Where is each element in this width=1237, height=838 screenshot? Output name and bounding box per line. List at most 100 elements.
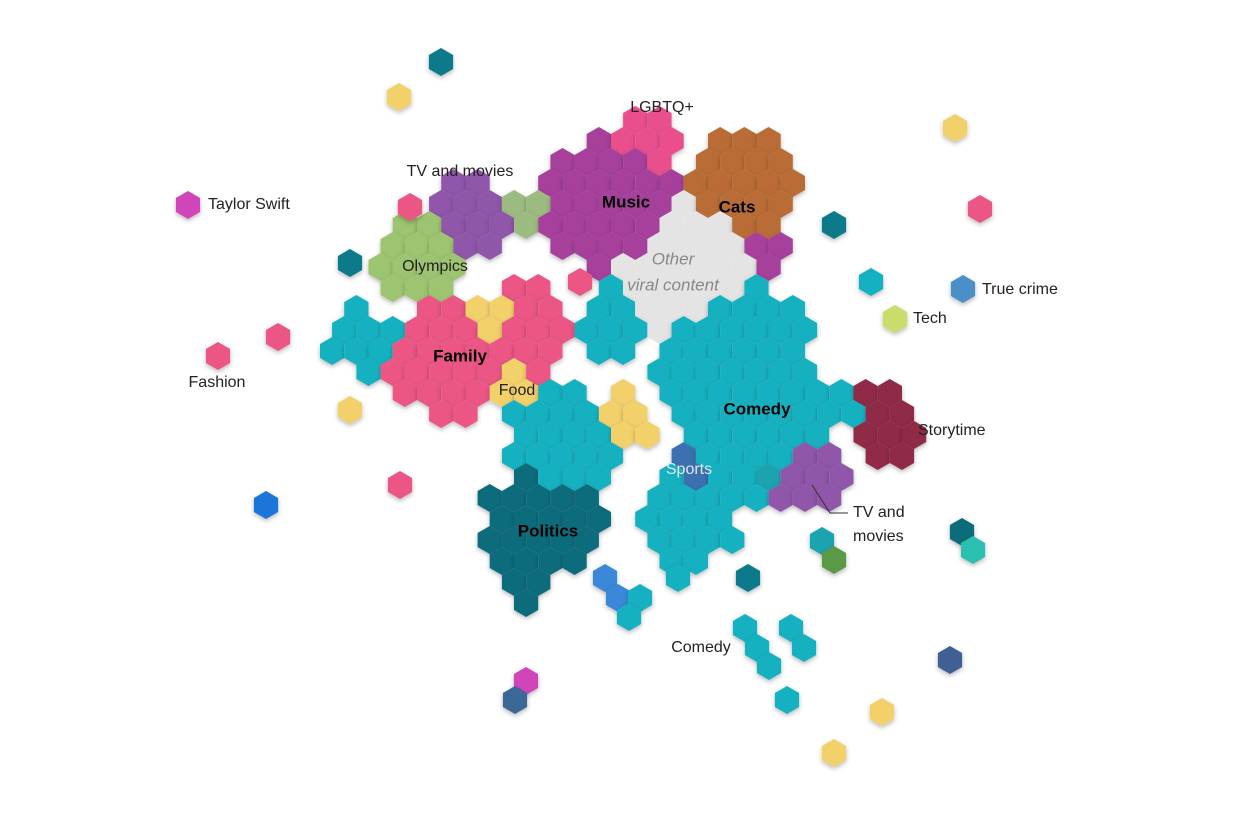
hex xyxy=(695,190,721,218)
hex xyxy=(792,484,818,512)
hex xyxy=(586,253,611,281)
hex xyxy=(744,232,769,260)
hex xyxy=(489,547,514,575)
hex xyxy=(320,337,345,365)
hex xyxy=(429,274,454,302)
hex xyxy=(683,211,708,239)
hex xyxy=(562,421,587,449)
hex xyxy=(265,323,291,351)
hex xyxy=(756,652,782,680)
hex xyxy=(791,634,817,662)
hex xyxy=(671,400,696,428)
hex xyxy=(829,463,854,491)
hex xyxy=(720,400,745,428)
hex xyxy=(768,148,793,176)
hex xyxy=(598,232,624,260)
hex xyxy=(950,275,976,303)
note-label: viral content xyxy=(627,275,720,294)
hex xyxy=(817,400,842,428)
hex xyxy=(538,421,563,449)
hex xyxy=(967,195,993,223)
hex xyxy=(501,190,527,218)
hex xyxy=(671,232,696,260)
hex xyxy=(526,568,551,596)
hex xyxy=(417,295,442,323)
hex xyxy=(708,463,733,491)
hex xyxy=(514,547,539,575)
hex xyxy=(665,564,691,592)
hex xyxy=(598,400,624,428)
hex xyxy=(465,379,490,407)
topic-label: Comedy xyxy=(671,639,731,656)
hex xyxy=(392,337,417,365)
hex xyxy=(538,505,563,533)
hex xyxy=(344,337,369,365)
hex xyxy=(635,421,660,449)
hex xyxy=(671,358,696,386)
hex xyxy=(465,337,490,365)
hex xyxy=(647,358,672,386)
hex xyxy=(477,190,502,218)
hex xyxy=(404,232,430,260)
hex xyxy=(659,211,684,239)
hex xyxy=(526,316,551,344)
hex xyxy=(616,603,642,631)
hex xyxy=(477,526,502,554)
hex xyxy=(562,169,587,197)
hex xyxy=(538,379,563,407)
hex xyxy=(683,295,708,323)
hex xyxy=(562,379,587,407)
hex xyxy=(611,295,636,323)
hex xyxy=(441,379,466,407)
hex xyxy=(501,400,527,428)
hex xyxy=(659,127,684,155)
hex xyxy=(708,127,733,155)
note-label: Other xyxy=(652,249,696,268)
hex xyxy=(695,526,721,554)
hex xyxy=(550,442,575,470)
hex xyxy=(538,463,563,491)
hex xyxy=(441,211,466,239)
hex xyxy=(720,316,745,344)
hex xyxy=(805,421,830,449)
hex xyxy=(526,190,551,218)
hex xyxy=(809,527,835,555)
hex xyxy=(514,589,539,617)
hex xyxy=(778,614,804,642)
hex xyxy=(368,253,393,281)
hex xyxy=(368,337,393,365)
hex xyxy=(465,295,490,323)
hex xyxy=(659,169,684,197)
hex xyxy=(780,421,805,449)
hex xyxy=(732,614,758,642)
topic-label: TV and xyxy=(853,504,905,521)
hex xyxy=(489,295,514,323)
hex xyxy=(477,232,502,260)
hex xyxy=(768,400,793,428)
hex xyxy=(526,400,551,428)
hex xyxy=(865,400,890,428)
hex xyxy=(605,584,631,612)
hex xyxy=(404,358,430,386)
topic-label: Taylor Swift xyxy=(208,196,290,213)
hex xyxy=(720,274,745,302)
hex xyxy=(683,421,708,449)
hex xyxy=(623,232,648,260)
hex xyxy=(598,442,624,470)
hex xyxy=(574,232,599,260)
hex xyxy=(821,739,847,767)
hex xyxy=(429,190,454,218)
hex xyxy=(756,463,781,491)
hex xyxy=(635,505,660,533)
hex xyxy=(441,169,466,197)
hex xyxy=(574,400,599,428)
hex xyxy=(417,337,442,365)
hex xyxy=(768,232,793,260)
hex xyxy=(514,379,539,407)
hex xyxy=(344,295,369,323)
hex xyxy=(792,400,818,428)
hex xyxy=(356,316,381,344)
hex xyxy=(526,442,551,470)
hex xyxy=(526,484,551,512)
hex xyxy=(397,193,423,221)
